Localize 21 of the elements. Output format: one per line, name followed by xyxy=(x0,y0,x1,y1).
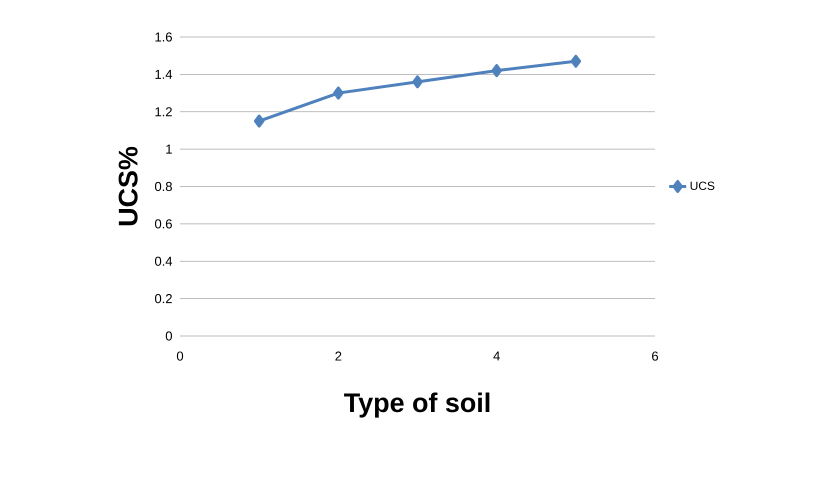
x-tick-label: 2 xyxy=(335,352,342,361)
y-tick-label: 1.6 xyxy=(155,32,172,42)
y-tick-label: 1.4 xyxy=(155,70,172,79)
y-tick-label: 0.4 xyxy=(154,256,172,266)
y-tick-label: 0 xyxy=(166,331,172,341)
y-tick-label: 0.6 xyxy=(154,219,172,228)
point xyxy=(491,64,502,78)
x-tick-label: 0 xyxy=(176,352,184,361)
y-tick-label: 1.2 xyxy=(155,107,172,116)
x-tick-label: 4 xyxy=(493,352,500,360)
x-axis-title: Type of soil xyxy=(344,392,490,418)
point xyxy=(254,114,264,128)
point xyxy=(570,54,582,68)
y-tick-label: 1 xyxy=(166,144,172,154)
y-tick-label: 0.2 xyxy=(154,294,172,304)
point xyxy=(412,75,423,88)
x-tick-label: 6 xyxy=(652,352,658,361)
y-tick-label: 0.8 xyxy=(154,182,172,192)
legend-label: UCS xyxy=(690,182,714,190)
point xyxy=(333,86,344,100)
y-axis-title: UCS% xyxy=(118,146,138,226)
